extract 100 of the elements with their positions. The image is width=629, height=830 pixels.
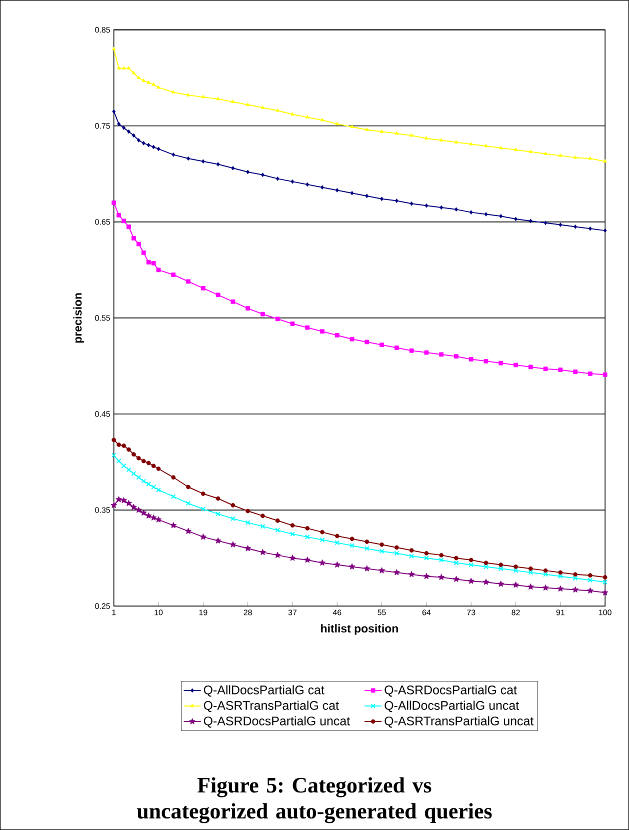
point (170, 522, 177, 528)
point (172, 90, 176, 94)
point (394, 550, 400, 556)
point (156, 466, 161, 471)
point (117, 122, 121, 126)
point (335, 188, 339, 192)
point (543, 572, 548, 577)
point (156, 85, 160, 89)
point (140, 510, 147, 516)
point (603, 159, 608, 163)
point (132, 70, 136, 74)
point (438, 558, 444, 562)
point (544, 220, 548, 226)
point (588, 226, 592, 231)
point (320, 329, 324, 334)
point (528, 570, 534, 575)
point (350, 190, 354, 196)
point (201, 492, 206, 496)
point (468, 578, 474, 584)
point (512, 582, 520, 588)
point (304, 534, 310, 540)
point (468, 357, 474, 362)
point (439, 352, 444, 357)
point (334, 561, 340, 568)
point (202, 159, 205, 164)
point (543, 366, 548, 372)
point (146, 80, 151, 84)
point (245, 520, 250, 526)
point (378, 567, 386, 574)
point (142, 140, 146, 146)
point (260, 105, 265, 109)
point (230, 541, 236, 548)
point (334, 534, 340, 538)
point (410, 133, 414, 137)
point (275, 316, 280, 322)
point (132, 452, 136, 457)
point (365, 194, 369, 198)
point (141, 458, 146, 464)
point (334, 540, 340, 546)
point (439, 138, 444, 142)
point (320, 185, 324, 190)
point (320, 530, 324, 534)
point (122, 444, 126, 448)
point (544, 152, 548, 155)
point (379, 548, 384, 554)
point (528, 364, 533, 370)
point (260, 312, 265, 316)
point (127, 129, 130, 134)
legend-label: Q-ASRDocsPartialG cat (384, 685, 517, 697)
point (558, 153, 562, 157)
point (186, 500, 191, 506)
point (364, 340, 370, 344)
point (365, 128, 369, 131)
point (394, 545, 399, 550)
point (306, 182, 310, 187)
point (276, 108, 280, 112)
point (573, 370, 578, 374)
point (394, 346, 399, 350)
point (558, 574, 563, 579)
point (132, 133, 136, 138)
point (136, 76, 141, 80)
point (122, 66, 126, 70)
point (145, 512, 152, 519)
point (408, 571, 415, 578)
point (112, 200, 116, 205)
point (409, 348, 414, 353)
point (424, 551, 429, 556)
point (216, 162, 220, 166)
point (201, 94, 206, 98)
point (116, 458, 122, 464)
point (216, 292, 220, 298)
point (573, 155, 578, 159)
point (171, 272, 176, 277)
point (498, 566, 504, 572)
point (350, 336, 354, 342)
point (572, 586, 579, 593)
point (380, 342, 384, 348)
point (424, 136, 428, 140)
point (350, 543, 355, 548)
point (136, 456, 141, 460)
point (394, 569, 400, 576)
point (380, 542, 384, 547)
point (289, 554, 296, 561)
point (440, 205, 444, 210)
point (514, 362, 518, 368)
point (438, 574, 445, 580)
point (602, 372, 608, 377)
point (528, 150, 533, 153)
point (116, 212, 122, 218)
point (156, 487, 162, 492)
point (335, 122, 340, 126)
point (290, 523, 295, 528)
point (527, 583, 534, 590)
point (146, 460, 151, 466)
point (572, 576, 578, 581)
point (588, 371, 592, 376)
point (136, 242, 141, 246)
point (484, 358, 488, 364)
point (423, 572, 430, 580)
point (156, 146, 160, 152)
